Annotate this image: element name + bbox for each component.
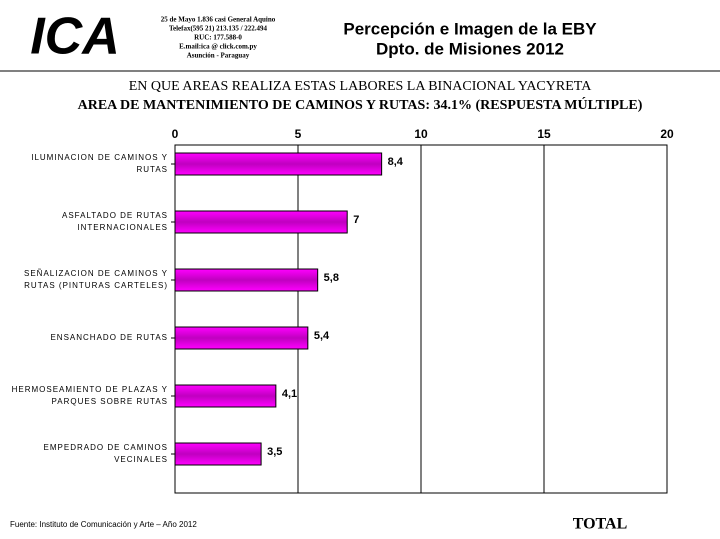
category-label: ENSANCHADO DE RUTAS: [50, 333, 168, 342]
bar: [174, 210, 348, 234]
value-label: 5,4: [314, 330, 330, 342]
address-line: Asunción - Paraguay: [187, 52, 250, 60]
value-label: 7: [353, 214, 359, 226]
category-label: HERMOSEAMIENTO DE PLAZAS Y PARQUES SOBRE…: [11, 385, 168, 406]
category-label: ASFALTADO DE RUTAS INTERNACIONALES: [61, 211, 168, 232]
source: Fuente: Instituto de Comunicación y Arte…: [10, 520, 197, 529]
category-label: EMPEDRADO DE CAMINOS VECINALES: [43, 443, 168, 464]
footer-label: TOTAL: [573, 516, 628, 533]
address-line: RUC: 177.588-0: [194, 34, 242, 42]
address-line: 25 de Mayo 1.836 casi General Aquino: [161, 16, 276, 24]
x-tick-label: 20: [660, 127, 674, 141]
value-label: 8,4: [388, 156, 404, 168]
bar: [174, 268, 319, 292]
x-tick-label: 10: [414, 127, 428, 141]
value-label: 5,8: [324, 272, 339, 284]
category-label: ILUMINACION DE CAMINOS Y RUTAS: [31, 153, 168, 174]
bar: [174, 384, 277, 408]
header-title: Dpto. de Misiones 2012: [376, 39, 564, 58]
chart-title: EN QUE AREAS REALIZA ESTAS LABORES LA BI…: [129, 79, 593, 94]
bar: [174, 442, 262, 466]
value-label: 4,1: [282, 388, 297, 400]
x-tick-label: 0: [172, 127, 179, 141]
chart-subtitle: AREA DE MANTENIMIENTO DE CAMINOS Y RUTAS…: [78, 96, 643, 113]
bar: [174, 152, 383, 176]
x-tick-label: 15: [537, 127, 551, 141]
x-tick-label: 5: [295, 127, 302, 141]
category-label: SEÑALIZACION DE CAMINOS Y RUTAS (PINTURA…: [24, 269, 168, 290]
address-line: Telefax(595 21) 213.135 / 222.494: [169, 25, 268, 33]
address-line: E.mail:ica @ click.com.py: [179, 43, 257, 51]
value-label: 3,5: [267, 446, 282, 458]
bar: [174, 326, 309, 350]
header-title: Percepción e Imagen de la EBY: [343, 19, 597, 38]
logo: ICA: [30, 8, 120, 66]
